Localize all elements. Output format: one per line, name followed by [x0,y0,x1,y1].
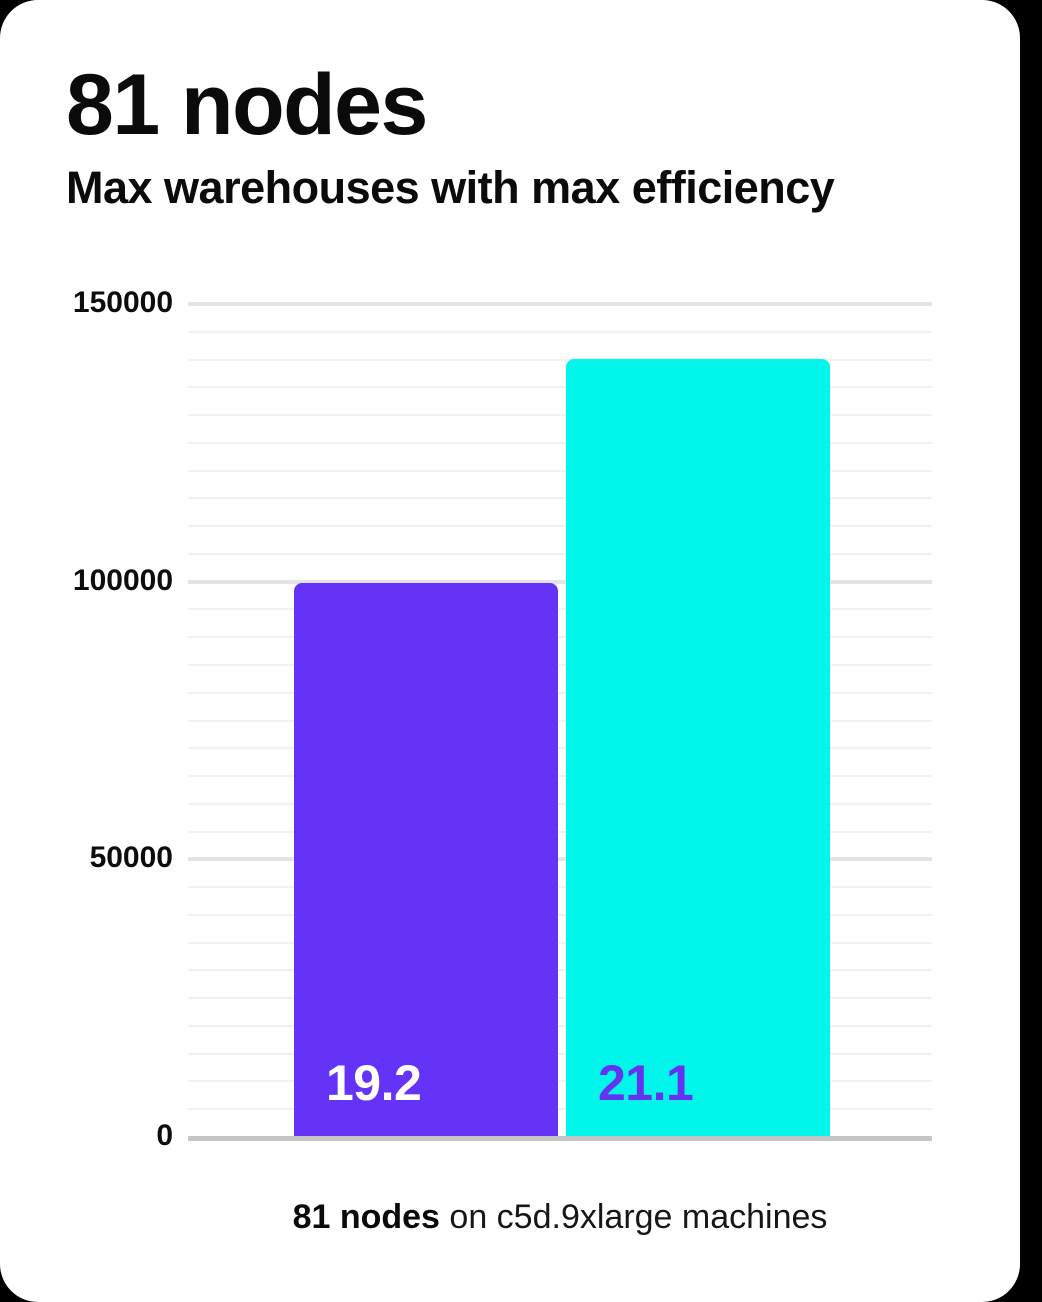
bar-19.2: 19.2 [294,583,558,1136]
chart-card: 81 nodes Max warehouses with max efficie… [0,0,1020,1302]
gridline-minor [188,358,932,361]
gridline-minor [188,775,932,778]
gridline-minor [188,913,932,916]
gridline-minor [188,608,932,611]
gridline-minor [188,1108,932,1111]
gridline-minor [188,830,932,833]
gridline-minor [188,414,932,417]
plot-area: 19.2 21.1 [188,302,932,1141]
chart-title: 81 nodes [66,57,428,153]
chart-caption: 81 nodes on c5d.9xlarge machines [188,1198,932,1237]
gridline-minor [188,1024,932,1027]
gridline-major [188,579,932,584]
gridline-minor [188,802,932,805]
bar-value-label: 21.1 [598,1055,694,1111]
gridline-minor [188,886,932,889]
gridline-minor [188,330,932,333]
gridline-minor [188,386,932,389]
gridline-minor [188,525,932,528]
y-tick-label: 0 [156,1119,173,1152]
gridline-minor [188,497,932,500]
gridline-minor [188,747,932,750]
y-axis-tick-labels: 150000 100000 50000 0 [0,286,173,1152]
gridline-minor [188,636,932,639]
bar-21.1: 21.1 [566,358,830,1136]
gridline-minor [188,1080,932,1083]
gridline-minor [188,969,932,972]
gridline-minor [188,441,932,444]
caption-bold-text: 81 nodes [292,1198,440,1236]
gridline-minor [188,997,932,1000]
gridline-minor [188,941,932,944]
gridline-major [188,302,932,306]
gridline-minor [188,552,932,555]
gridline-minor [188,1052,932,1055]
y-tick-label: 50000 [89,841,173,875]
y-tick-label: 100000 [72,563,173,597]
gridline-minor [188,691,932,694]
gridline-major [188,857,932,862]
gridline-minor [188,469,932,472]
caption-regular-text: on c5d.9xlarge machines [439,1198,828,1236]
y-tick-label: 150000 [72,286,173,319]
gridline-minor [188,663,932,666]
gridline-minor [188,719,932,722]
x-axis-line [188,1136,932,1141]
bar-value-label: 19.2 [326,1055,422,1111]
chart-subtitle: Max warehouses with max efficiency [66,162,835,213]
